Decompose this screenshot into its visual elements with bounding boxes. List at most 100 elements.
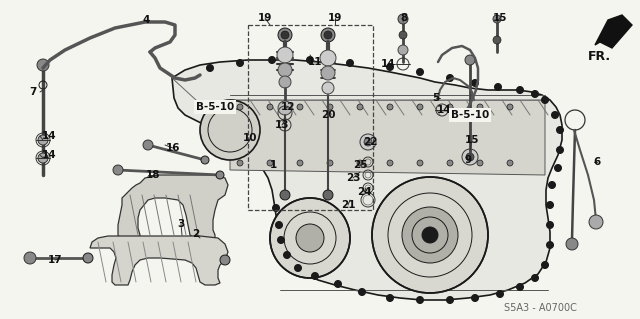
Text: 14: 14 (436, 105, 451, 115)
Circle shape (327, 160, 333, 166)
Text: 9: 9 (465, 155, 472, 165)
Text: 16: 16 (166, 143, 180, 153)
Circle shape (267, 160, 273, 166)
Circle shape (270, 198, 350, 278)
Text: B-5-10: B-5-10 (196, 102, 234, 112)
Circle shape (267, 104, 273, 110)
Text: 14: 14 (381, 59, 396, 69)
Circle shape (495, 84, 502, 91)
Bar (248, 25, 373, 210)
Circle shape (372, 177, 488, 293)
Text: 3: 3 (177, 219, 184, 229)
Circle shape (557, 146, 563, 153)
Circle shape (38, 135, 48, 145)
Circle shape (387, 104, 393, 110)
Polygon shape (90, 236, 228, 285)
Circle shape (566, 238, 578, 250)
Circle shape (541, 262, 548, 269)
Circle shape (554, 165, 561, 172)
Circle shape (557, 127, 563, 133)
Circle shape (497, 291, 504, 298)
Text: 15: 15 (465, 135, 479, 145)
Text: S5A3 - A0700C: S5A3 - A0700C (504, 303, 577, 313)
Circle shape (237, 104, 243, 110)
Circle shape (399, 31, 407, 39)
Text: FR.: FR. (588, 50, 611, 63)
Circle shape (462, 149, 478, 165)
Circle shape (398, 14, 408, 24)
Circle shape (269, 56, 275, 63)
Text: 5: 5 (433, 93, 440, 103)
Circle shape (278, 63, 292, 77)
Text: 18: 18 (146, 170, 160, 180)
Text: 4: 4 (142, 15, 150, 25)
Circle shape (280, 190, 290, 200)
Circle shape (273, 204, 280, 211)
Circle shape (516, 86, 524, 93)
Circle shape (547, 202, 554, 209)
Circle shape (358, 288, 365, 295)
Circle shape (321, 28, 335, 42)
Circle shape (548, 182, 556, 189)
Circle shape (312, 272, 319, 279)
Circle shape (277, 47, 293, 63)
Text: 22: 22 (363, 137, 377, 147)
Circle shape (281, 31, 289, 39)
Circle shape (547, 221, 554, 228)
Circle shape (322, 82, 334, 94)
Text: 6: 6 (593, 157, 600, 167)
Text: 24: 24 (356, 187, 371, 197)
Text: 17: 17 (48, 255, 62, 265)
Text: B-5-10: B-5-10 (451, 110, 489, 120)
Circle shape (402, 207, 458, 263)
Circle shape (335, 280, 342, 287)
Circle shape (422, 227, 438, 243)
Circle shape (297, 104, 303, 110)
Circle shape (417, 296, 424, 303)
Text: 11: 11 (308, 57, 323, 67)
Circle shape (447, 75, 454, 81)
Circle shape (493, 36, 501, 44)
Circle shape (327, 104, 333, 110)
Circle shape (541, 97, 548, 103)
Circle shape (531, 275, 538, 281)
Circle shape (278, 28, 292, 42)
Circle shape (323, 190, 333, 200)
Circle shape (357, 104, 363, 110)
Circle shape (387, 294, 394, 301)
Text: 20: 20 (321, 110, 335, 120)
Circle shape (113, 165, 123, 175)
Circle shape (589, 215, 603, 229)
Circle shape (465, 55, 475, 65)
Circle shape (477, 160, 483, 166)
Circle shape (24, 252, 36, 264)
Circle shape (321, 66, 335, 80)
Text: 21: 21 (340, 200, 355, 210)
Circle shape (552, 112, 559, 118)
Circle shape (360, 134, 376, 150)
Circle shape (278, 101, 292, 115)
Text: 1: 1 (269, 160, 276, 170)
Circle shape (417, 69, 424, 76)
Circle shape (507, 160, 513, 166)
Text: 10: 10 (243, 133, 257, 143)
Text: 19: 19 (258, 13, 272, 23)
Circle shape (207, 64, 214, 71)
Circle shape (294, 264, 301, 271)
Circle shape (398, 45, 408, 55)
Circle shape (143, 140, 153, 150)
Text: 13: 13 (275, 120, 289, 130)
Circle shape (275, 221, 282, 228)
Text: 19: 19 (328, 13, 342, 23)
Circle shape (220, 255, 230, 265)
Circle shape (83, 253, 93, 263)
Text: 12: 12 (281, 102, 295, 112)
Circle shape (279, 76, 291, 88)
Circle shape (447, 104, 453, 110)
Text: 14: 14 (42, 150, 56, 160)
Text: 2: 2 (193, 229, 200, 239)
Circle shape (237, 60, 243, 66)
Text: 15: 15 (493, 13, 508, 23)
Circle shape (531, 91, 538, 98)
Circle shape (447, 296, 454, 303)
